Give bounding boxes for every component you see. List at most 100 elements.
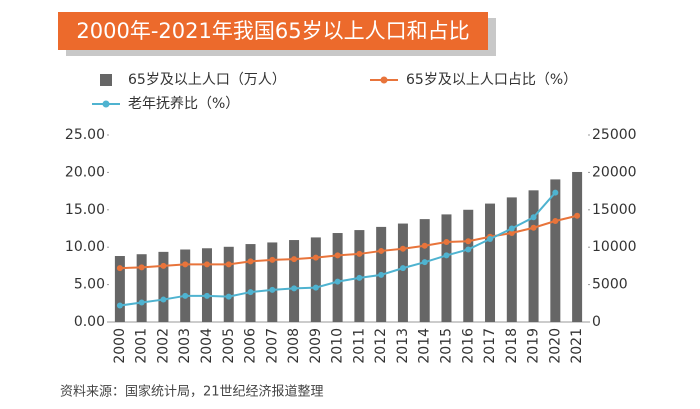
x-tick-label: 2007 <box>264 328 280 364</box>
chart-title: 2000年-2021年我国65岁以上人口和占比 <box>76 19 469 43</box>
x-tick-label: 2016 <box>460 328 476 364</box>
y-tick-label: 0.00 <box>74 314 105 330</box>
point <box>465 238 472 245</box>
x-tick-label: 2004 <box>199 328 215 364</box>
point <box>160 262 167 269</box>
bar <box>528 190 539 322</box>
x-tick-label: 2012 <box>373 328 389 364</box>
point <box>508 225 515 232</box>
bar <box>114 256 125 322</box>
point <box>160 296 167 303</box>
point <box>138 299 145 306</box>
point <box>487 235 494 242</box>
point <box>291 285 298 292</box>
line <box>119 214 578 270</box>
point <box>138 264 145 271</box>
x-tick-label: 2002 <box>155 328 171 364</box>
x-tick-label: 2021 <box>569 328 585 364</box>
legend-label: 65岁及以上人口（万人） <box>128 72 286 88</box>
legend-swatch <box>102 100 110 108</box>
bar <box>506 197 517 322</box>
legend-swatch <box>100 74 112 86</box>
bar <box>310 237 321 322</box>
bar <box>572 171 583 322</box>
x-tick-label: 2001 <box>134 328 150 364</box>
point <box>399 245 406 252</box>
x-tick-label: 2011 <box>351 328 367 364</box>
bar <box>201 248 212 322</box>
point <box>421 242 428 249</box>
point <box>247 258 254 265</box>
y2-tick-label: 5000 <box>592 277 628 293</box>
title-banner <box>58 12 488 50</box>
x-tick-label: 2010 <box>330 328 346 364</box>
point <box>116 302 123 309</box>
point <box>530 214 537 221</box>
point <box>334 278 341 285</box>
point <box>116 265 123 272</box>
point <box>247 289 254 296</box>
point <box>203 292 210 299</box>
y-tick-label: 25.00 <box>65 127 105 143</box>
bar <box>289 240 300 322</box>
point <box>443 238 450 245</box>
bar <box>419 219 430 322</box>
x-tick-label: 2008 <box>286 328 302 364</box>
y-tick-label: 10.00 <box>65 239 105 255</box>
point <box>378 247 385 254</box>
y2-tick-label: 15000 <box>592 202 637 218</box>
point <box>421 259 428 266</box>
x-tick-label: 2000 <box>112 328 128 364</box>
y2-tick-label: 20000 <box>592 164 637 180</box>
x-tick-label: 2019 <box>526 328 542 364</box>
x-tick-label: 2009 <box>308 328 324 364</box>
bar <box>397 223 408 322</box>
bar <box>332 233 343 322</box>
point <box>552 189 559 196</box>
point <box>312 284 319 291</box>
point <box>465 246 472 253</box>
bar <box>441 214 452 322</box>
point <box>530 224 537 231</box>
point <box>399 265 406 272</box>
bar <box>485 203 496 322</box>
point <box>508 229 515 236</box>
bar <box>267 242 278 322</box>
bar <box>180 249 191 322</box>
x-tick-label: 2018 <box>504 328 520 364</box>
point <box>182 292 189 299</box>
x-tick-label: 2020 <box>547 328 563 364</box>
point <box>182 261 189 268</box>
point <box>269 256 276 263</box>
x-tick-label: 2015 <box>438 328 454 364</box>
y-tick-label: 20.00 <box>65 164 105 180</box>
point <box>356 250 363 257</box>
point <box>312 254 319 261</box>
x-tick-label: 2014 <box>417 328 433 364</box>
point <box>574 212 581 219</box>
point <box>443 252 450 259</box>
x-tick-label: 2003 <box>177 328 193 364</box>
point <box>225 261 232 268</box>
bar <box>463 209 474 322</box>
point <box>225 293 232 300</box>
y-tick-label: 5.00 <box>74 277 105 293</box>
bar <box>158 251 169 322</box>
x-tick-label: 2005 <box>221 328 237 364</box>
point <box>203 261 210 268</box>
bar <box>136 254 147 322</box>
point <box>378 271 385 278</box>
y2-tick-label: 25000 <box>592 127 637 143</box>
legend-swatch <box>380 76 388 84</box>
x-tick-label: 2006 <box>243 328 259 364</box>
legend-label: 65岁及以上人口占比（%） <box>406 72 577 88</box>
source: 资料来源：国家统计局，21世纪经济报道整理 <box>60 384 324 400</box>
point <box>269 286 276 293</box>
y2-tick-label: 0 <box>592 314 601 330</box>
point <box>291 256 298 263</box>
y-tick-label: 15.00 <box>65 202 105 218</box>
legend-label: 老年抚养比（%） <box>128 96 239 112</box>
bar <box>223 246 234 322</box>
x-tick-label: 2017 <box>482 328 498 364</box>
